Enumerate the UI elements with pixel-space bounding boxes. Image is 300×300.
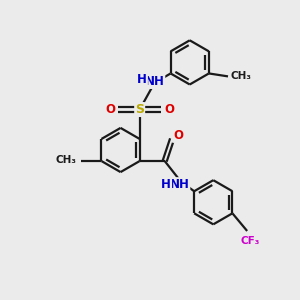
Text: H: H bbox=[137, 73, 147, 86]
Text: O: O bbox=[164, 103, 174, 116]
Text: S: S bbox=[135, 103, 144, 116]
Text: O: O bbox=[105, 103, 115, 116]
Text: O: O bbox=[173, 129, 183, 142]
Text: CH₃: CH₃ bbox=[231, 71, 252, 81]
Text: NH: NH bbox=[145, 75, 164, 88]
Text: NH: NH bbox=[169, 178, 189, 191]
Text: CF₃: CF₃ bbox=[241, 236, 260, 246]
Text: CH₃: CH₃ bbox=[56, 154, 76, 165]
Text: H: H bbox=[161, 178, 171, 191]
